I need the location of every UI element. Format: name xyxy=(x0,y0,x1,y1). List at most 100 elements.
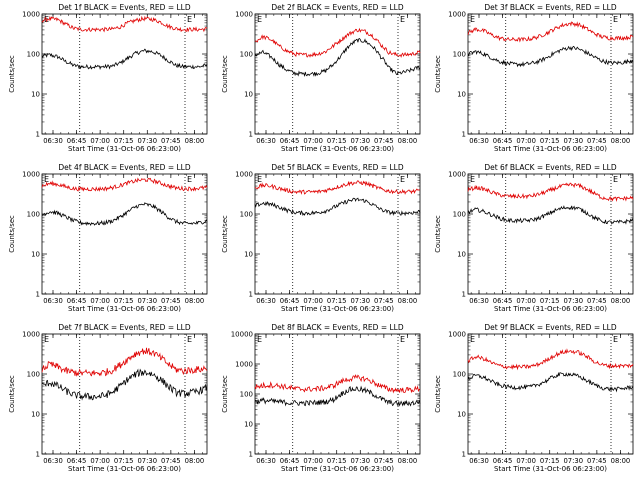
eclipse-marker-right: E xyxy=(187,15,192,24)
y-tick-label: 1000 xyxy=(235,171,253,179)
eclipse-marker-left: E xyxy=(470,175,475,184)
panel-title: Det 4f BLACK = Events, RED = LLD xyxy=(58,163,191,172)
x-tick-label: 07:00 xyxy=(516,457,536,465)
x-axis-label: Start Time (31-Oct-06 06:23:00) xyxy=(68,145,181,153)
plot-frame xyxy=(254,173,421,295)
y-tick-label: 10 xyxy=(457,411,466,419)
x-axis-label: Start Time (31-Oct-06 06:23:00) xyxy=(281,465,394,473)
eclipse-marker-right: E xyxy=(400,175,405,184)
x-tick-label: 06:45 xyxy=(280,297,300,305)
detector-panel-7: Det 7f BLACK = Events, RED = LLD 1 10 100 10… xyxy=(8,323,208,473)
y-tick-label: 1000 xyxy=(22,331,40,339)
x-tick-label: 06:45 xyxy=(67,297,87,305)
x-tick-label: 07:15 xyxy=(540,457,560,465)
y-axis-label: Counts/sec xyxy=(434,375,442,413)
y-tick-label: 1000 xyxy=(22,11,40,19)
x-tick-label: 08:00 xyxy=(398,457,418,465)
y-axis-label: Counts/sec xyxy=(221,215,229,253)
x-tick-label: 07:15 xyxy=(327,297,347,305)
panel-title: Det 3f BLACK = Events, RED = LLD xyxy=(484,3,617,12)
y-axis-label: Counts/sec xyxy=(434,215,442,253)
x-tick-label: 07:30 xyxy=(137,457,157,465)
series-events-line xyxy=(41,368,208,401)
x-tick-label: 08:00 xyxy=(611,297,631,305)
eclipse-marker-left: E xyxy=(470,335,475,344)
detector-panel-4: Det 4f BLACK = Events, RED = LLD 1 10 100 10… xyxy=(8,163,208,313)
series-lld-line xyxy=(41,347,208,377)
detector-panel-1: Det 1f BLACK = Events, RED = LLD 1 10 100 10… xyxy=(8,3,208,153)
series-lld-line xyxy=(254,374,421,394)
y-tick-label: 1 xyxy=(249,451,253,459)
plot-frame xyxy=(41,333,208,455)
x-axis-label: Start Time (31-Oct-06 06:23:00) xyxy=(494,465,607,473)
x-tick-label: 06:45 xyxy=(493,457,513,465)
x-tick-label: 08:00 xyxy=(611,457,631,465)
x-axis-label: Start Time (31-Oct-06 06:23:00) xyxy=(281,305,394,313)
y-tick-label: 1000 xyxy=(235,361,253,369)
y-tick-label: 100 xyxy=(27,51,40,59)
x-tick-label: 07:30 xyxy=(350,457,370,465)
x-tick-label: 07:30 xyxy=(350,137,370,145)
x-tick-label: 07:15 xyxy=(327,457,347,465)
x-tick-label: 07:45 xyxy=(161,457,181,465)
x-tick-label: 07:00 xyxy=(90,137,110,145)
x-axis-label: Start Time (31-Oct-06 06:23:00) xyxy=(68,305,181,313)
eclipse-marker-right: E xyxy=(400,335,405,344)
x-tick-label: 07:15 xyxy=(540,137,560,145)
x-tick-label: 07:00 xyxy=(516,297,536,305)
x-tick-label: 07:45 xyxy=(587,297,607,305)
x-tick-label: 07:15 xyxy=(114,457,134,465)
series-events-line xyxy=(254,385,421,407)
y-tick-label: 100 xyxy=(240,51,253,59)
series-events-line xyxy=(254,37,421,77)
plot-frame xyxy=(467,13,634,135)
x-axis-label: Start Time (31-Oct-06 06:23:00) xyxy=(68,465,181,473)
x-tick-label: 07:30 xyxy=(137,297,157,305)
x-tick-label: 07:30 xyxy=(350,297,370,305)
panel-title: Det 6f BLACK = Events, RED = LLD xyxy=(484,163,617,172)
series-lld-line xyxy=(467,348,634,371)
y-tick-label: 1000 xyxy=(22,171,40,179)
y-tick-label: 1 xyxy=(462,451,466,459)
eclipse-marker-right: E xyxy=(187,335,192,344)
x-tick-label: 06:30 xyxy=(43,137,63,145)
x-tick-label: 06:30 xyxy=(469,297,489,305)
series-events-line xyxy=(467,371,634,393)
series-lld-line xyxy=(467,21,634,43)
x-tick-label: 06:30 xyxy=(469,137,489,145)
x-tick-label: 07:30 xyxy=(563,297,583,305)
eclipse-marker-right: E xyxy=(613,175,618,184)
y-tick-label: 10 xyxy=(31,91,40,99)
x-tick-label: 07:15 xyxy=(114,137,134,145)
eclipse-marker-left: E xyxy=(470,15,475,24)
x-tick-label: 07:00 xyxy=(303,137,323,145)
x-tick-label: 06:30 xyxy=(256,457,276,465)
detector-panel-6: Det 6f BLACK = Events, RED = LLD 1 10 100 10… xyxy=(434,163,634,313)
x-tick-label: 07:00 xyxy=(90,297,110,305)
panel-title: Det 8f BLACK = Events, RED = LLD xyxy=(271,323,404,332)
x-tick-label: 08:00 xyxy=(398,297,418,305)
y-tick-label: 100 xyxy=(453,211,466,219)
x-tick-label: 07:45 xyxy=(587,137,607,145)
x-tick-label: 06:45 xyxy=(67,137,87,145)
y-tick-label: 10 xyxy=(457,91,466,99)
x-tick-label: 07:45 xyxy=(161,137,181,145)
x-tick-label: 07:15 xyxy=(114,297,134,305)
x-tick-label: 06:30 xyxy=(256,137,276,145)
x-tick-label: 08:00 xyxy=(185,457,205,465)
eclipse-marker-right: E xyxy=(613,15,618,24)
x-tick-label: 07:30 xyxy=(563,137,583,145)
y-tick-label: 100 xyxy=(27,371,40,379)
x-tick-label: 07:45 xyxy=(587,457,607,465)
x-tick-label: 07:00 xyxy=(303,297,323,305)
series-lld-line xyxy=(254,180,421,195)
x-tick-label: 08:00 xyxy=(185,137,205,145)
y-tick-label: 100 xyxy=(453,51,466,59)
y-tick-label: 1 xyxy=(462,291,466,299)
x-tick-label: 07:30 xyxy=(137,137,157,145)
x-tick-label: 07:45 xyxy=(374,457,394,465)
plot-frame xyxy=(41,173,208,295)
y-axis-label: Counts/sec xyxy=(221,375,229,413)
y-tick-label: 10 xyxy=(31,411,40,419)
